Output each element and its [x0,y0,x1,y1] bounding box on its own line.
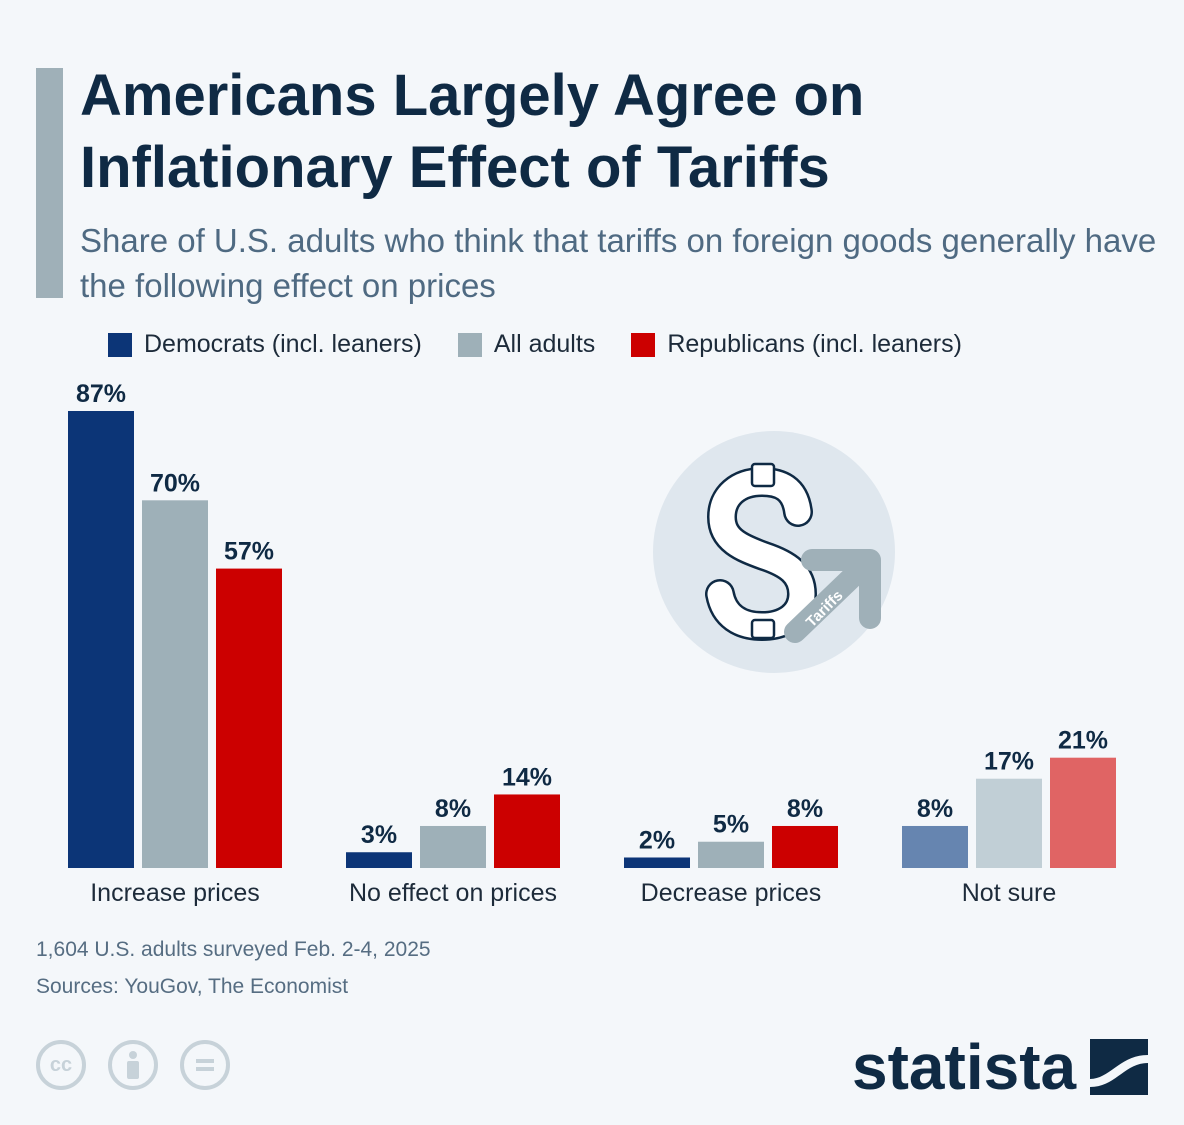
dollar-tariff-icon: Tariffs [653,431,895,673]
no-derivatives-icon[interactable] [180,1040,230,1090]
data-label: 57% [224,538,274,566]
rising-arrow-icon [784,549,881,643]
chart-title: Americans Largely Agree on Inflationary … [80,63,865,200]
data-label: 17% [984,748,1034,776]
equals-icon [196,1059,214,1071]
legend-label: All adults [493,330,596,358]
data-label: 5% [713,811,749,839]
bar [1050,757,1116,868]
bar [624,857,690,868]
category-label: Increase prices [90,879,260,907]
legend-label: Republicans (incl. leaners) [667,330,962,358]
bar [142,500,208,868]
legend-item-all-adults: All adults [457,330,596,359]
legend-item-republicans: Republicans (incl. leaners) [631,330,962,359]
statista-logo[interactable]: statista [852,1030,1149,1104]
chart-subtitle: Share of U.S. adults who think that tari… [80,222,1157,304]
bar [216,568,282,868]
statista-logo-mark [1090,1039,1149,1095]
legend-item-democrats: Democrats (incl. leaners) [108,330,422,359]
data-label: 21% [1058,727,1108,755]
bar [772,825,838,868]
bar [68,411,134,868]
category-label: Decrease prices [641,879,822,907]
brand-name: statista [852,1031,1077,1103]
dollar-icon [705,462,818,642]
bar [420,825,486,868]
data-label: 87% [76,380,126,408]
data-label: 2% [639,826,675,854]
category-label: Not sure [962,879,1056,907]
attribution-icon[interactable] [108,1040,158,1090]
person-icon [127,1051,139,1079]
bar [976,778,1042,868]
bar [902,825,968,868]
legend-swatch [108,332,132,357]
bar [494,794,560,868]
data-label: 8% [787,795,823,823]
legend-swatch [457,332,482,357]
category-label: No effect on prices [349,879,557,907]
data-label: 70% [150,469,200,497]
bar [698,841,764,868]
legend: Democrats (incl. leaners) All adults Rep… [108,330,962,359]
data-label: 8% [917,795,953,823]
legend-label: Democrats (incl. leaners) [144,330,422,358]
legend-swatch [631,332,656,357]
cc-license-icon[interactable]: cc [36,1040,86,1090]
data-label: 3% [361,821,397,849]
survey-note: 1,604 U.S. adults surveyed Feb. 2-4, 202… [36,938,431,961]
data-label: 8% [435,795,471,823]
sources: Sources: YouGov, The Economist [36,975,349,998]
title-accent-bar [36,68,63,298]
bar [346,852,412,868]
data-label: 14% [502,763,552,791]
